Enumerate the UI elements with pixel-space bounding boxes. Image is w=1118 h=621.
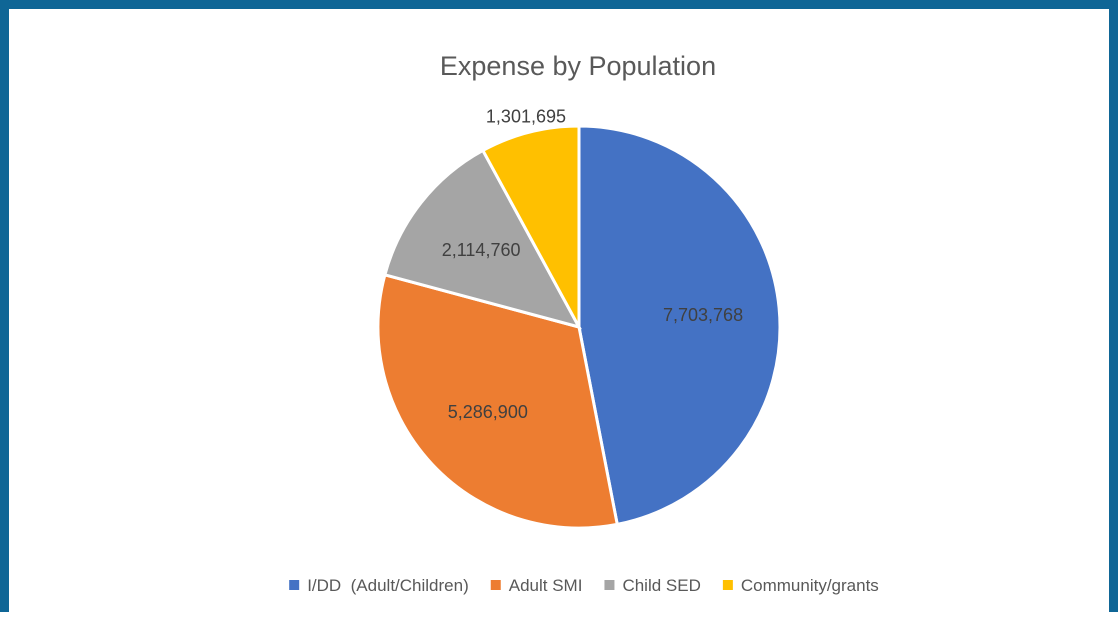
pie-slices bbox=[376, 124, 782, 530]
pie-data-labels: 7,703,768 5,286,900 2,114,760 1,301,695 bbox=[442, 107, 743, 422]
pie-data-label-4: 1,301,695 bbox=[486, 107, 566, 127]
pie-slice-2 bbox=[376, 273, 619, 530]
pie-chart: Expense by Population 7,703,768 5,286,900… bbox=[289, 51, 879, 595]
legend-swatch-3 bbox=[604, 580, 615, 590]
legend-label-4: Community/grants bbox=[741, 576, 879, 595]
legend-label-2: Adult SMI bbox=[509, 576, 583, 595]
legend-label-3: Child SED bbox=[622, 576, 700, 595]
legend-item-4: Community/grants bbox=[722, 576, 879, 595]
pie-slice-1 bbox=[577, 124, 782, 527]
legend-item-2: Adult SMI bbox=[490, 576, 583, 595]
legend-swatch-1 bbox=[289, 580, 300, 590]
pie-data-label-1: 7,703,768 bbox=[663, 305, 743, 325]
pie-slice-3 bbox=[383, 148, 582, 330]
legend-swatch-2 bbox=[490, 580, 501, 590]
legend-swatch-4 bbox=[722, 580, 733, 590]
pie-data-label-3: 2,114,760 bbox=[442, 240, 521, 260]
chart-legend: I/DD (Adult/Children) Adult SMI Child SED C… bbox=[289, 576, 879, 595]
legend-item-3: Child SED bbox=[604, 576, 701, 595]
legend-label-1: I/DD (Adult/Children) bbox=[307, 576, 469, 595]
chart-title: Expense by Population bbox=[440, 51, 716, 81]
pie-slice-4 bbox=[480, 124, 581, 328]
legend-item-1: I/DD (Adult/Children) bbox=[289, 576, 469, 595]
pie-data-label-2: 5,286,900 bbox=[448, 402, 528, 422]
